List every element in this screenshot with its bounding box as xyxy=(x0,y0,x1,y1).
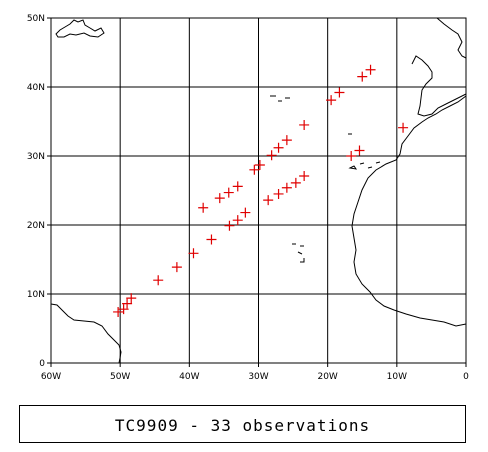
map-figure: 60W 50W 40W 30W 20W 10W 0 0 10N 20N 30N 40N 50N xyxy=(27,14,469,382)
lat-tick-label: 10N xyxy=(27,290,45,300)
observation-marker xyxy=(290,177,301,188)
observation-marker xyxy=(346,151,357,161)
lon-tick-label: 60W xyxy=(41,372,61,382)
cape-verde-islands xyxy=(292,243,305,263)
canary-islands xyxy=(348,161,381,170)
caption-box: TC9909 - 33 observations xyxy=(19,405,466,443)
observation-marker xyxy=(281,135,292,146)
lat-tick-label: 40N xyxy=(27,83,45,93)
observation-marker xyxy=(354,145,365,156)
observation-marker xyxy=(206,234,217,245)
observation-marker xyxy=(249,164,260,175)
observation-marker xyxy=(263,195,274,206)
observation-marker xyxy=(254,159,265,170)
lon-tick-label: 10W xyxy=(387,372,407,382)
observation-marker xyxy=(365,64,376,75)
lon-tick-label: 50W xyxy=(110,372,130,382)
observation-marker xyxy=(113,306,124,317)
observation-marker xyxy=(188,248,199,259)
observation-marker xyxy=(326,95,337,106)
observation-marker xyxy=(299,171,310,182)
lat-tick-label: 0 xyxy=(39,359,45,369)
observation-marker xyxy=(240,207,251,218)
observation-marker xyxy=(281,182,292,193)
lon-tick-label: 20W xyxy=(317,372,337,382)
observation-marker xyxy=(299,119,310,130)
lon-tick-label: 40W xyxy=(179,372,199,382)
observation-marker xyxy=(153,275,164,286)
grid-lines xyxy=(50,17,467,364)
observation-marker xyxy=(118,304,129,315)
observation-marker xyxy=(334,87,345,98)
observation-marker xyxy=(122,298,133,309)
observation-marker xyxy=(171,262,182,273)
observation-marker xyxy=(232,181,243,192)
africa-coastline xyxy=(351,95,467,327)
newfoundland-coastline xyxy=(55,19,105,38)
observation-markers xyxy=(113,64,409,317)
lat-tick-label: 30N xyxy=(27,152,45,162)
lon-tick-label: 0 xyxy=(463,372,469,382)
observation-marker xyxy=(273,142,284,153)
observation-marker xyxy=(198,202,209,213)
south-america-coastline xyxy=(50,303,122,364)
observation-marker xyxy=(273,188,284,199)
observation-marker xyxy=(266,150,277,161)
lon-tick-label: 30W xyxy=(248,372,268,382)
lat-tick-label: 50N xyxy=(27,14,45,24)
azores-islands xyxy=(270,95,290,102)
observation-marker xyxy=(398,122,409,133)
caption-text: TC9909 - 33 observations xyxy=(114,416,371,435)
iberia-coastline xyxy=(411,55,467,117)
observation-marker xyxy=(214,193,225,204)
coastlines xyxy=(50,17,467,364)
observation-marker xyxy=(224,220,235,231)
observation-marker xyxy=(126,293,137,304)
tick-labels: 60W 50W 40W 30W 20W 10W 0 0 10N 20N 30N 40N 50N xyxy=(27,14,469,382)
observation-marker xyxy=(232,215,243,226)
europe-coastline xyxy=(436,17,467,59)
observation-marker xyxy=(223,187,234,198)
observation-marker xyxy=(357,71,368,82)
lat-tick-label: 20N xyxy=(27,221,45,231)
